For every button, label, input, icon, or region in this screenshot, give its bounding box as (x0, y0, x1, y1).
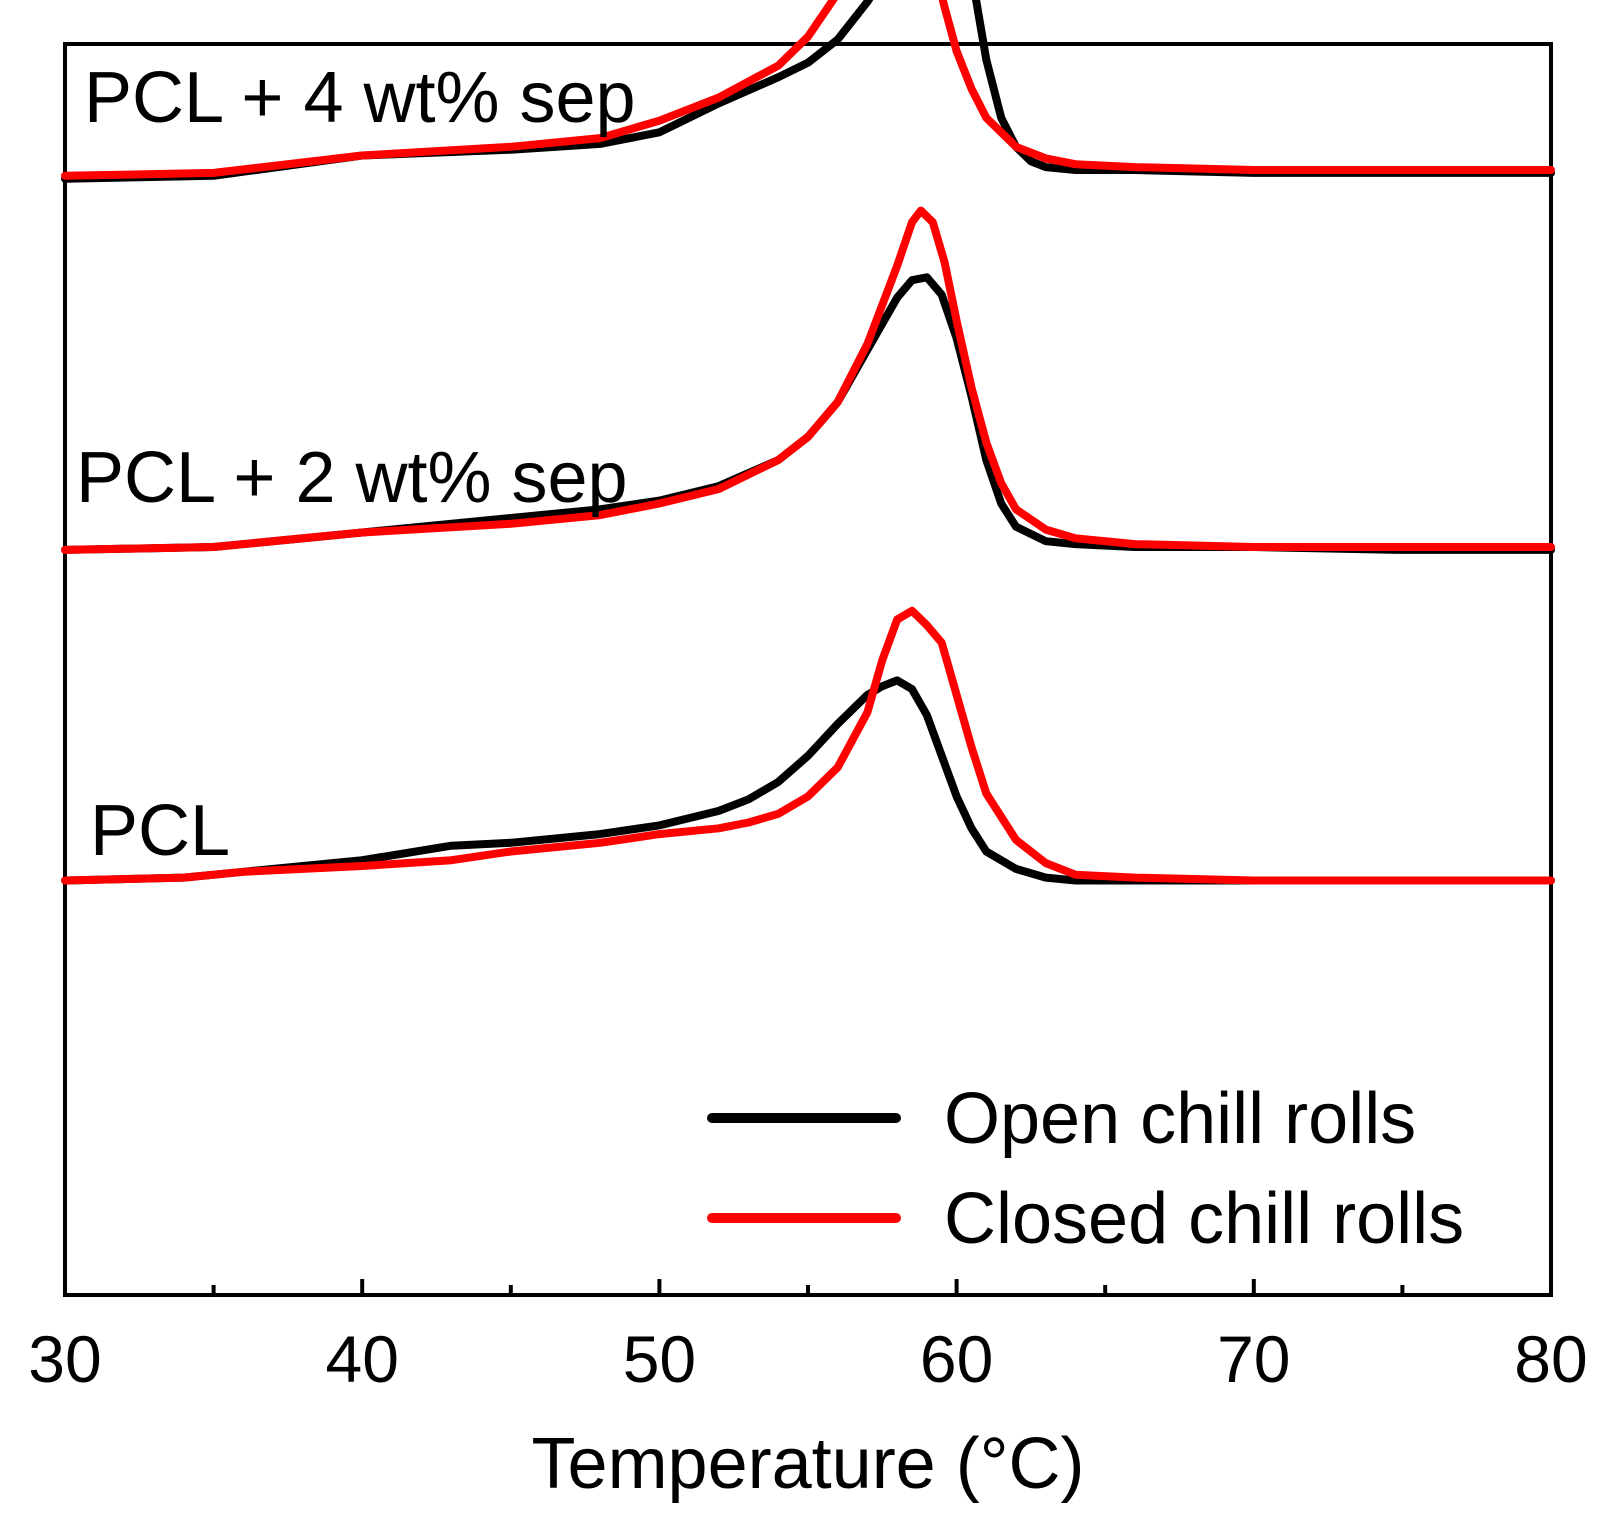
legend: Open chill rolls Closed chill rolls (707, 1079, 1464, 1259)
x-tick-label: 70 (1217, 1322, 1290, 1396)
x-tick-label: 40 (325, 1322, 398, 1396)
panel-label-2wt: PCL + 2 wt% sep (76, 438, 628, 518)
curves-layer (61, 0, 1555, 885)
x-tick-label: 30 (28, 1322, 101, 1396)
curve-pcl-closed (61, 606, 1555, 885)
panel-label-pcl: PCL (90, 791, 230, 871)
curve-4wt-open (61, 0, 1555, 183)
legend-label-closed: Closed chill rolls (944, 1179, 1464, 1259)
x-tick-labels: 30 40 50 60 70 80 (28, 1322, 1587, 1396)
x-tick-label: 50 (623, 1322, 696, 1396)
panel-label-4wt: PCL + 4 wt% sep (84, 58, 636, 138)
curve-2wt-closed (61, 206, 1555, 554)
x-tick-label: 80 (1514, 1322, 1587, 1396)
x-axis-title: Temperature (°C) (532, 1424, 1085, 1504)
legend-label-open: Open chill rolls (944, 1079, 1416, 1159)
curve-4wt-closed (61, 0, 1555, 180)
curve-pcl-open (61, 676, 1555, 885)
x-ticks (63, 1279, 1553, 1295)
curve-2wt-open (61, 273, 1555, 554)
x-tick-label: 60 (920, 1322, 993, 1396)
